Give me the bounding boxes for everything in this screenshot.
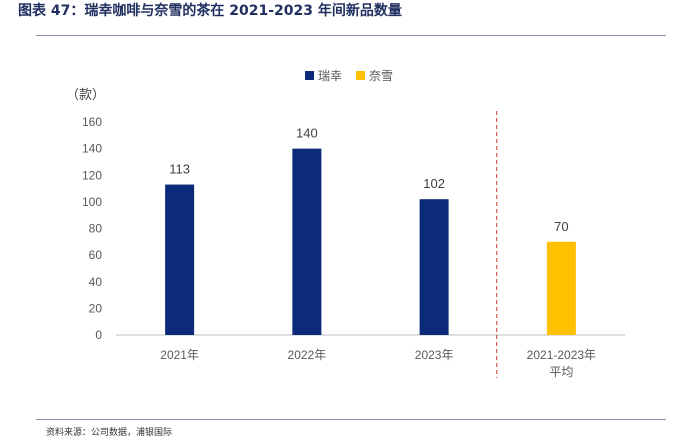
y-tick-label: 40 xyxy=(89,275,103,289)
data-label: 140 xyxy=(296,126,318,141)
bar-luckin xyxy=(165,184,195,335)
legend-label-luckin: 瑞幸 xyxy=(318,69,343,83)
y-tick-label: 0 xyxy=(95,328,102,342)
data-label: 113 xyxy=(169,162,190,177)
x-tick-label: 2022年 xyxy=(288,348,327,362)
y-axis-unit-label: （款） xyxy=(66,88,106,103)
data-label: 70 xyxy=(554,219,568,234)
legend-label-nayuki: 奈雪 xyxy=(369,69,394,83)
legend-item-nayuki: 奈雪 xyxy=(356,67,393,84)
y-tick-label: 120 xyxy=(82,168,102,182)
legend-swatch-nayuki xyxy=(356,71,366,80)
data-label: 102 xyxy=(423,176,445,191)
chart-legend: 瑞幸 奈雪 xyxy=(305,67,393,84)
y-tick-label: 140 xyxy=(82,142,102,156)
x-tick-label: 2023年 xyxy=(415,348,454,362)
legend-swatch-luckin xyxy=(305,71,314,80)
y-tick-label: 60 xyxy=(89,248,103,262)
top-rule xyxy=(36,35,666,36)
y-tick-label: 160 xyxy=(82,115,102,129)
legend-item-luckin: 瑞幸 xyxy=(305,67,342,84)
x-tick-label: 2021-2023年平均 xyxy=(527,348,596,379)
source-note: 资料来源：公司数据，浦银国际 xyxy=(46,428,173,438)
y-tick-label: 20 xyxy=(89,301,103,315)
y-tick-label: 80 xyxy=(89,222,103,236)
bar-luckin xyxy=(419,199,449,335)
bar-luckin xyxy=(292,148,322,335)
y-tick-label: 100 xyxy=(82,195,102,209)
chart-title: 图表 47：瑞幸咖啡与奈雪的茶在 2021-2023 年间新品数量 xyxy=(18,3,402,19)
x-tick-label: 2021年 xyxy=(160,348,199,362)
bar-nayuki xyxy=(546,241,576,335)
bottom-rule xyxy=(36,419,666,420)
